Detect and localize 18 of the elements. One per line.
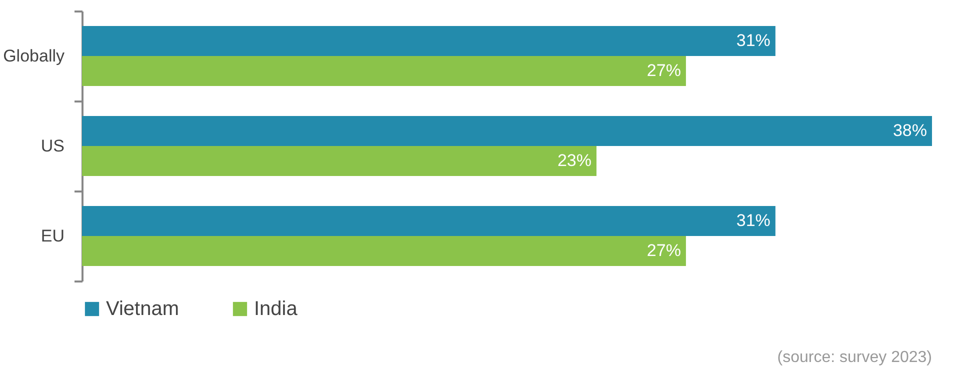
bar (82, 56, 686, 86)
legend-label: India (254, 298, 298, 320)
data-label: 31% (736, 211, 770, 230)
bar (82, 206, 776, 236)
y-tick-label: Globally (3, 46, 65, 66)
bar (82, 236, 686, 266)
y-tick-label: US (40, 136, 64, 156)
legend-label: Vietnam (106, 298, 180, 320)
y-tick-label: EU (40, 226, 64, 246)
bar (82, 146, 596, 176)
data-label: 27% (646, 241, 681, 260)
bar (82, 26, 776, 56)
bar (82, 116, 932, 146)
data-label: 27% (646, 61, 681, 80)
data-label: 23% (557, 151, 592, 170)
text: (source: survey 2023) (777, 349, 932, 366)
data-label: 38% (892, 121, 927, 140)
data-label: 31% (736, 31, 770, 50)
